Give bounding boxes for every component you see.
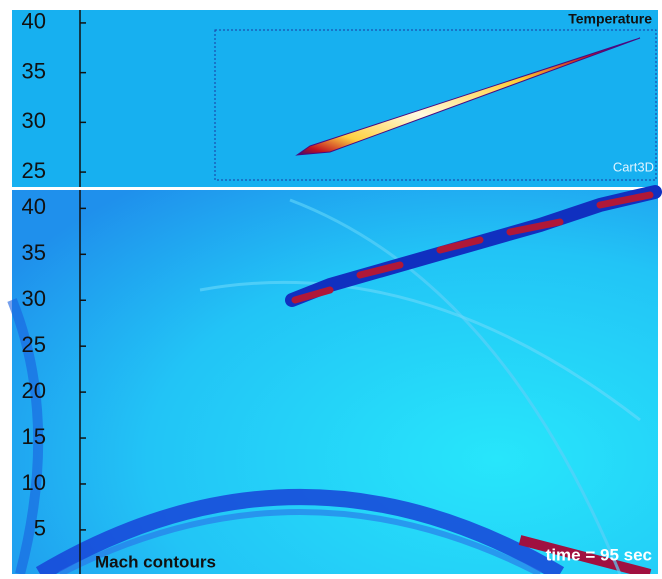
time-label: time = 95 sec: [546, 545, 652, 564]
temperature-panel: Temperature Cart3D: [12, 10, 658, 187]
y-tick-label: 40: [22, 194, 46, 219]
panel-title: Mach contours: [95, 552, 216, 571]
mach-panel: Mach contours time = 95 sec: [12, 190, 658, 574]
panel-background: [12, 190, 658, 574]
y-tick-label: 30: [22, 286, 46, 311]
panel-background: [12, 10, 658, 187]
y-tick-label: 30: [22, 108, 46, 133]
y-tick-label: 20: [22, 378, 46, 403]
y-tick-label: 35: [22, 240, 46, 265]
y-tick-label: 10: [22, 470, 46, 495]
y-tick-label: 25: [22, 158, 46, 183]
panel-title: Temperature: [568, 11, 652, 27]
y-tick-label: 5: [34, 516, 46, 541]
watermark: Cart3D: [613, 159, 654, 174]
y-tick-label: 35: [22, 58, 46, 83]
y-tick-label: 25: [22, 332, 46, 357]
visualization: Temperature Cart3D Mach contours time = …: [0, 0, 662, 574]
y-tick-label: 40: [22, 9, 46, 34]
y-tick-label: 15: [22, 424, 46, 449]
